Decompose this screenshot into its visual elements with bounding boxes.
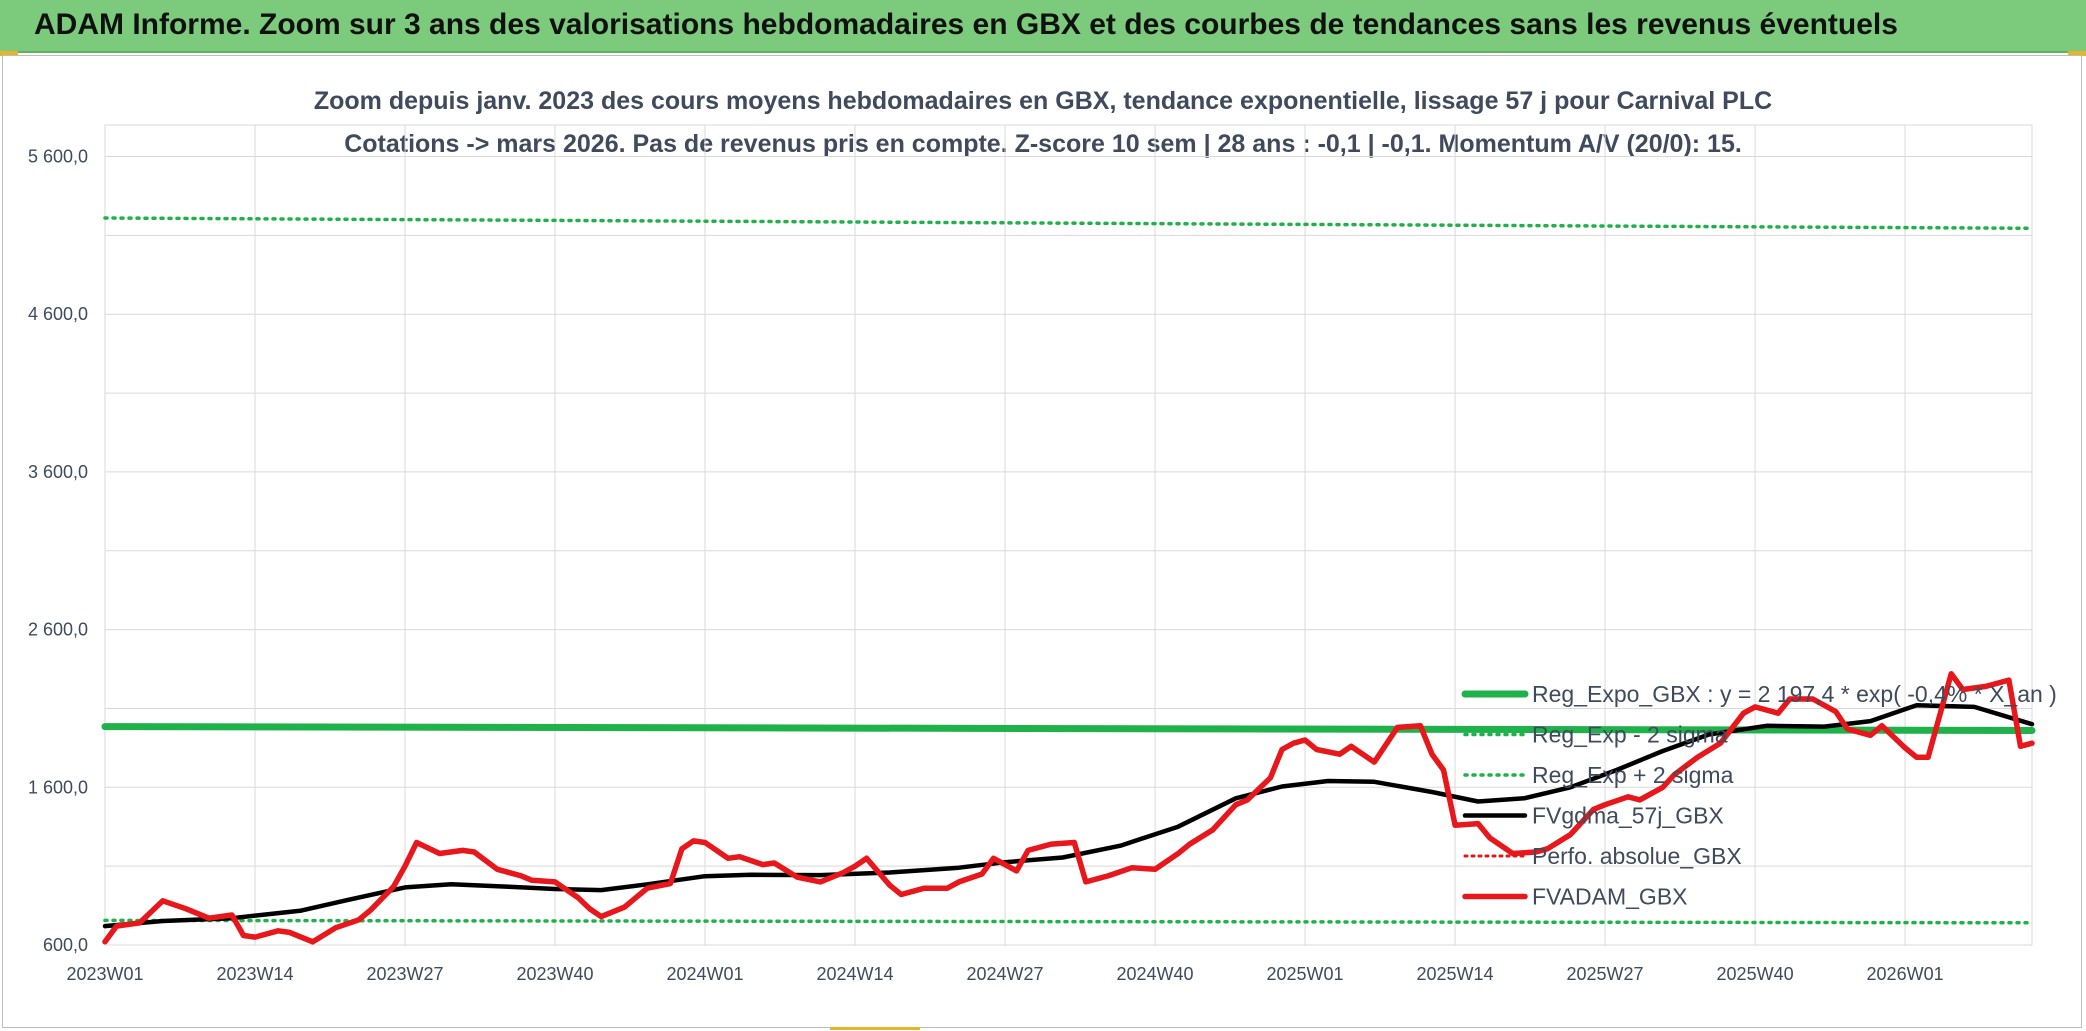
- legend-label-4: Perfo. absolue_GBX: [1532, 843, 1742, 869]
- y-tick-label: 4 600,0: [28, 304, 88, 324]
- x-tick-label: 2025W14: [1417, 964, 1494, 984]
- y-tick-label: 1 600,0: [28, 777, 88, 797]
- x-tick-label: 2024W27: [967, 964, 1044, 984]
- y-tick-label: 600,0: [43, 935, 88, 955]
- legend-label-1: Reg_Exp - 2 sigma: [1532, 722, 1728, 748]
- series-lines: [101, 216, 2036, 945]
- series-line-5: [102, 671, 2035, 945]
- legend-label-3: FVgdma_57j_GBX: [1532, 803, 1724, 829]
- legend-label-0: Reg_Expo_GBX : y = 2 197,4 * exp( -0,4% …: [1532, 681, 2057, 707]
- series-line-3: [102, 703, 2035, 929]
- series-line-2: [103, 216, 2034, 231]
- bottom-accent-mark: [830, 1027, 920, 1030]
- x-tick-label: 2024W40: [1117, 964, 1194, 984]
- chart-title: Zoom depuis janv. 2023 des cours moyens …: [314, 87, 1772, 115]
- x-tick-label: 2023W01: [66, 964, 143, 984]
- x-tick-label: 2025W40: [1717, 964, 1794, 984]
- chart-frame: [2, 55, 2082, 1028]
- plot-area-border: [104, 124, 2033, 946]
- series-line-1: [103, 918, 2034, 925]
- y-tick-label: 3 600,0: [28, 462, 88, 482]
- x-tick-labels: 2023W01 2023W14 2023W27 2023W40 2024W01 2024W…: [66, 964, 1943, 984]
- x-tick-label: 2026W01: [1867, 964, 1944, 984]
- legend-label-5: FVADAM_GBX: [1532, 884, 1688, 910]
- y-tick-label: 2 600,0: [28, 620, 88, 640]
- x-tick-label: 2023W40: [516, 964, 593, 984]
- report-title: ADAM Informe. Zoom sur 3 ans des valoris…: [34, 8, 1898, 41]
- banner-corner-left: [0, 51, 18, 56]
- x-tick-label: 2025W27: [1567, 964, 1644, 984]
- chart-subtitle: Cotations -> mars 2026. Pas de revenus p…: [344, 130, 1742, 158]
- y-tick-labels: 600,0 1 600,0 2 600,0 3 600,0 4 600,0 5 600,0: [28, 147, 88, 955]
- x-tick-label: 2023W14: [216, 964, 293, 984]
- x-tick-label: 2024W14: [816, 964, 893, 984]
- gridlines: [104, 124, 2033, 946]
- x-tick-label: 2025W01: [1267, 964, 1344, 984]
- x-tick-label: 2023W27: [366, 964, 443, 984]
- report-banner: ADAM Informe. Zoom sur 3 ans des valoris…: [0, 0, 2086, 53]
- banner-corner-right: [2068, 51, 2086, 56]
- x-tick-label: 2024W01: [666, 964, 743, 984]
- y-tick-label: 5 600,0: [28, 147, 88, 167]
- legend-label-2: Reg_Exp + 2 sigma: [1532, 762, 1734, 788]
- series-line-0: [101, 723, 2036, 734]
- legend: Reg_Expo_GBX : y = 2 197,4 * exp( -0,4% …: [1461, 681, 2057, 910]
